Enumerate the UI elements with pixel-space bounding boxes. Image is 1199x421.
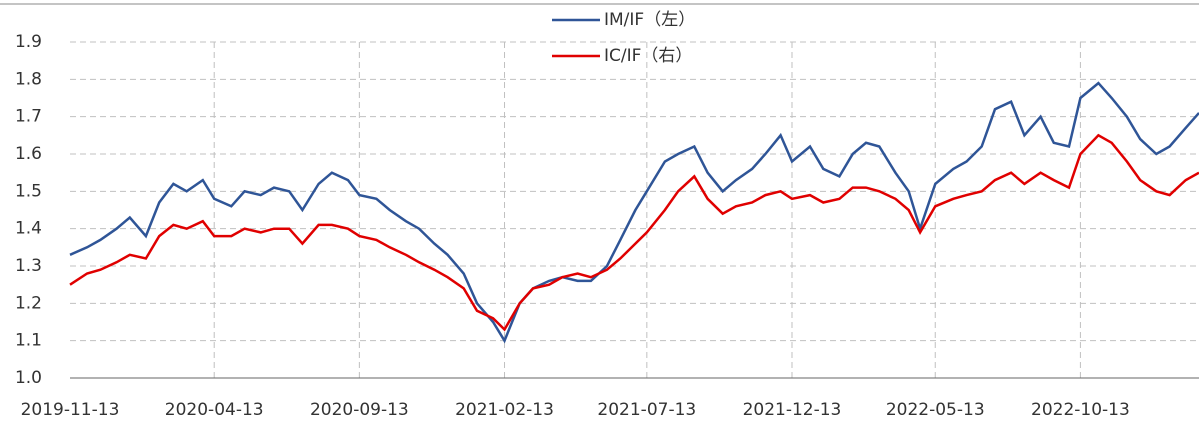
y-tick-label: 1.5	[15, 181, 42, 201]
x-tick-label: 2021-02-13	[455, 400, 554, 420]
legend-label: IM/IF（左）	[604, 10, 695, 30]
legend-label: IC/IF（右）	[604, 46, 692, 66]
y-tick-label: 1.6	[15, 144, 42, 164]
x-tick-label: 2022-05-13	[886, 400, 985, 420]
y-tick-label: 1.9	[15, 32, 42, 52]
y-tick-label: 1.7	[15, 107, 42, 127]
y-tick-label: 1.4	[15, 219, 42, 239]
x-tick-label: 2021-07-13	[597, 400, 696, 420]
x-tick-label: 2021-12-13	[743, 400, 842, 420]
series-line	[69, 133, 1199, 332]
series-line	[69, 81, 1199, 344]
y-tick-label: 1.1	[15, 331, 42, 351]
y-tick-label: 1.3	[15, 256, 42, 276]
y-tick-label: 1.8	[15, 69, 42, 89]
x-tick-label: 2019-11-13	[21, 400, 120, 420]
x-tick-label: 2022-10-13	[1031, 400, 1130, 420]
y-tick-label: 1.2	[15, 293, 42, 313]
y-tick-label: 1.0	[15, 368, 42, 388]
x-tick-label: 2020-09-13	[310, 400, 409, 420]
x-tick-label: 2020-04-13	[165, 400, 264, 420]
